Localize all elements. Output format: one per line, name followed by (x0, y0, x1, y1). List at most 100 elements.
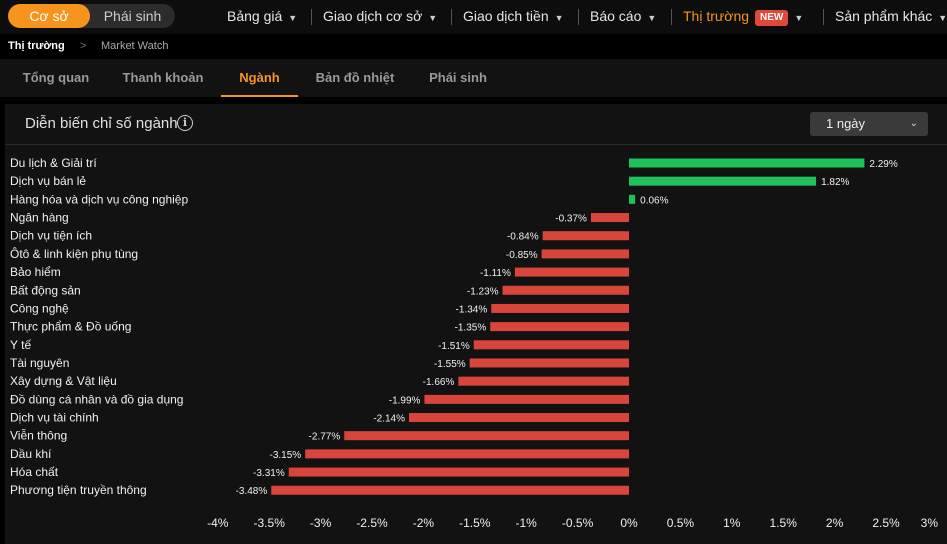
value-label: -1.35% (455, 323, 487, 334)
caret-down-icon: ▼ (938, 13, 947, 23)
x-tick-label: -2.5% (356, 516, 388, 530)
x-tick-label: -3% (310, 516, 332, 530)
bar[interactable] (542, 231, 629, 241)
breadcrumb-page: Market Watch (101, 40, 169, 52)
tab-ban-do-nhiet[interactable]: Bản đồ nhiệt (315, 70, 395, 85)
category-label: Du lịch & Giải trí (10, 156, 97, 170)
menu-divider (578, 9, 579, 25)
category-label: Tài nguyên (10, 356, 69, 370)
bar[interactable] (473, 340, 629, 350)
category-label: Hóa chất (10, 465, 59, 479)
category-label: Đồ dùng cá nhân và đồ gia dụng (10, 392, 183, 406)
x-tick-label: 1.5% (770, 516, 798, 530)
category-label: Ôtô & linh kiện phụ tùng (10, 246, 138, 261)
toggle-phai-sinh[interactable]: Phái sinh (103, 8, 162, 24)
info-icon[interactable]: i (177, 115, 193, 131)
menu-bang-gia[interactable]: Bảng giá ▼ (227, 0, 297, 34)
panel-title: Diễn biến chỉ số ngành (25, 115, 178, 132)
category-label: Xây dựng & Vật liệu (10, 374, 117, 388)
bar[interactable] (288, 467, 629, 477)
bar[interactable] (629, 158, 865, 168)
bar[interactable] (458, 376, 629, 386)
bar[interactable] (424, 394, 629, 404)
x-tick-label: -4% (207, 516, 229, 530)
category-label: Thực phẩm & Đồ uống (10, 320, 131, 334)
menu-giao-dich-tien[interactable]: Giao dịch tiền ▼ (463, 0, 564, 34)
chevron-down-icon: ⌄ (909, 118, 918, 129)
bar[interactable] (629, 194, 636, 204)
menu-divider (451, 9, 452, 25)
value-label: -1.11% (480, 268, 511, 279)
category-label: Viễn thông (10, 428, 67, 443)
x-tick-label: 2.5% (872, 516, 900, 530)
menu-divider (823, 9, 824, 25)
bar[interactable] (490, 322, 629, 332)
market-toggle[interactable]: Cơ sở Phái sinh (8, 4, 175, 28)
tab-phai-sinh[interactable]: Phái sinh (429, 70, 487, 85)
caret-down-icon: ▼ (647, 13, 657, 23)
menu-label: Báo cáo (590, 8, 642, 24)
x-tick-label: -3.5% (254, 516, 286, 530)
menu-giao-dich-co-so[interactable]: Giao dịch cơ sở ▼ (323, 0, 437, 34)
value-label: -2.14% (373, 414, 405, 425)
tab-tong-quan[interactable]: Tổng quan (22, 70, 90, 85)
category-label: Bất động sản (10, 283, 81, 297)
bar[interactable] (491, 303, 629, 313)
bar[interactable] (469, 358, 629, 368)
x-tick-label: -1% (516, 516, 538, 530)
bar[interactable] (514, 267, 629, 277)
x-tick-label: 3% (921, 516, 939, 530)
bar[interactable] (629, 176, 817, 186)
menu-bao-cao[interactable]: Báo cáo ▼ (590, 0, 656, 34)
bar[interactable] (305, 449, 629, 459)
value-label: 1.82% (821, 177, 849, 188)
breadcrumb-chevron-icon: > (80, 40, 87, 52)
value-label: -0.84% (507, 232, 539, 243)
value-label: -1.55% (434, 359, 466, 370)
category-label: Công nghệ (10, 301, 69, 315)
x-axis-ticks: -4% -3.5% -3% -2.5% -2% -1.5% -1% -0.5% 0% 0.5% 1%… (207, 516, 938, 530)
category-labels: Du lịch & Giải trí Dịch vụ bán lẻ Hàng hóa… (10, 156, 188, 497)
category-label: Dịch vụ tài chính (10, 411, 99, 425)
menu-divider (311, 9, 312, 25)
x-tick-label: -2% (413, 516, 435, 530)
panel-divider (5, 144, 947, 145)
bar[interactable] (409, 413, 629, 423)
x-tick-label: 0.5% (667, 516, 695, 530)
category-label: Y tế (10, 338, 31, 352)
value-label: 0.06% (640, 195, 668, 206)
category-label: Dịch vụ bán lẻ (10, 174, 86, 188)
breadcrumb-current[interactable]: Thị trường (8, 40, 65, 52)
bar[interactable] (502, 285, 629, 295)
tab-nganh[interactable]: Ngành (221, 59, 298, 97)
menu-label: Giao dịch cơ sở (323, 8, 423, 24)
period-select[interactable]: 1 ngày ⌄ (810, 112, 928, 136)
bars (271, 158, 865, 495)
bar[interactable] (590, 213, 629, 223)
value-label: -1.51% (438, 341, 470, 352)
tab-thanh-khoan[interactable]: Thanh khoản (122, 70, 204, 85)
value-label: -1.23% (467, 286, 499, 297)
top-navigation: Cơ sở Phái sinh Bảng giá ▼ Giao dịch cơ s… (0, 0, 947, 34)
value-label: -3.48% (236, 486, 268, 497)
caret-down-icon: ▼ (288, 13, 298, 23)
menu-san-pham-khac[interactable]: Sản phẩm khác ▼ (835, 0, 947, 34)
breadcrumb: Thị trường > Market Watch (0, 34, 947, 59)
bar[interactable] (344, 431, 629, 441)
category-label: Hàng hóa và dịch vụ công nghiệp (10, 192, 188, 206)
menu-thi-truong[interactable]: Thị trường NEW ▼ (683, 0, 803, 34)
value-label: 2.29% (869, 159, 897, 170)
bar[interactable] (541, 249, 629, 259)
x-tick-label: -0.5% (562, 516, 594, 530)
toggle-co-so[interactable]: Cơ sở (8, 4, 90, 28)
value-label: -3.15% (269, 450, 301, 461)
caret-down-icon: ▼ (428, 13, 438, 23)
category-label: Dầu khí (10, 447, 52, 461)
x-tick-label: 1% (723, 516, 741, 530)
new-badge: NEW (755, 10, 789, 26)
caret-down-icon: ▼ (554, 13, 564, 23)
menu-label: Sản phẩm khác (835, 8, 933, 24)
category-label: Bảo hiểm (10, 265, 61, 279)
bar[interactable] (271, 485, 629, 495)
